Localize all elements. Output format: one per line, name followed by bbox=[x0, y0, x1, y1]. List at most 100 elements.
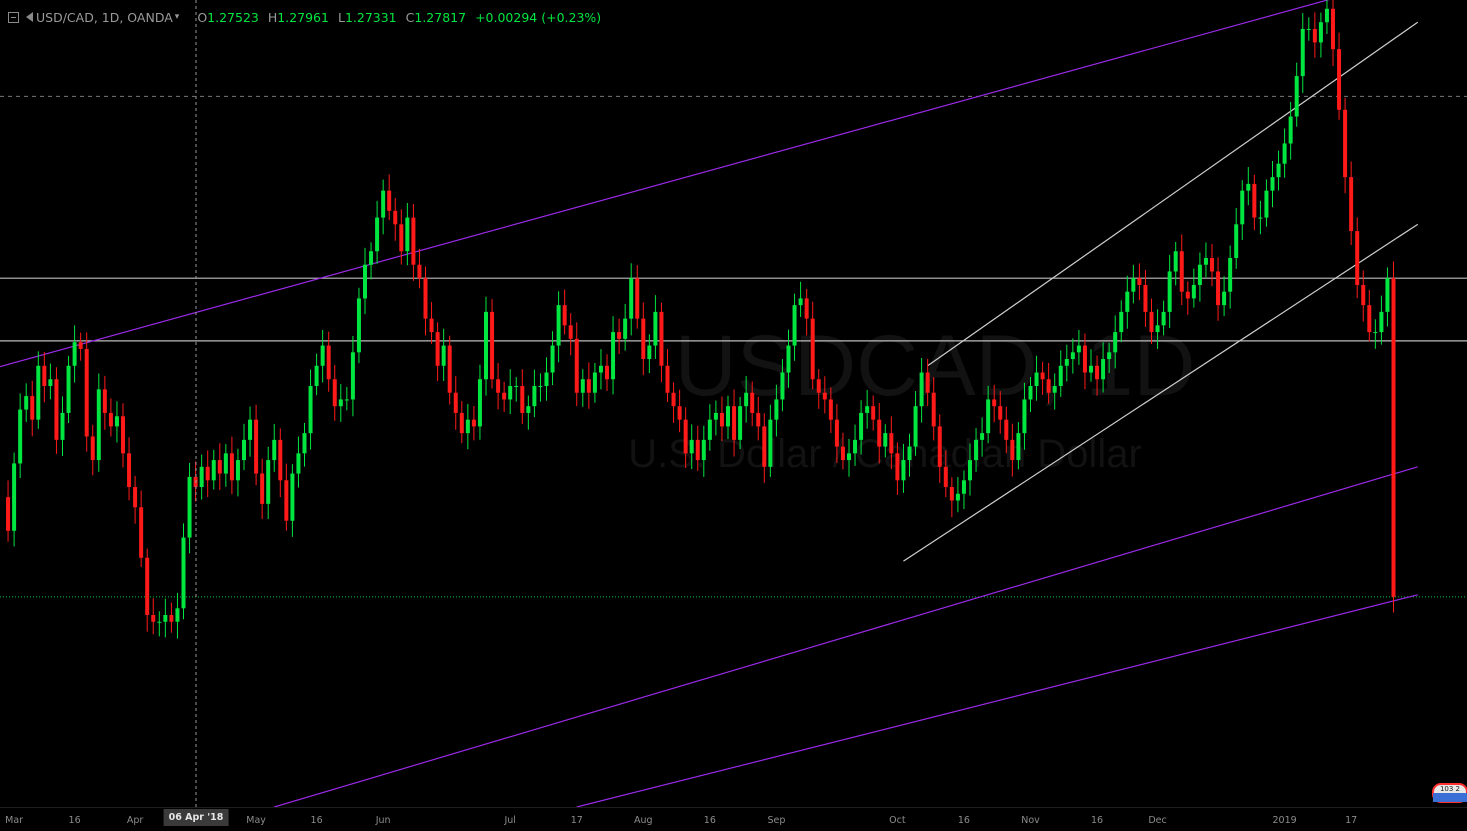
candle-body bbox=[738, 406, 743, 440]
candle-body bbox=[308, 385, 313, 434]
candle-body bbox=[1258, 217, 1263, 219]
candle-body bbox=[659, 311, 664, 366]
candle-body bbox=[163, 615, 168, 622]
candle-body bbox=[786, 345, 791, 373]
candle-body bbox=[592, 372, 597, 393]
candle-body bbox=[574, 338, 579, 393]
candle-body bbox=[1161, 311, 1166, 326]
low-value: 1.27331 bbox=[344, 9, 397, 25]
candle-body bbox=[1052, 385, 1057, 393]
candle-body bbox=[792, 305, 797, 346]
crosshair-date-label: 06 Apr '18 bbox=[163, 809, 229, 826]
candle-body bbox=[266, 460, 271, 504]
high-value: 1.27961 bbox=[277, 9, 329, 25]
candle-body bbox=[998, 406, 1003, 420]
candle-body bbox=[689, 439, 694, 454]
candle-body bbox=[211, 460, 216, 481]
candle-body bbox=[217, 460, 222, 474]
outer-bottom-channel-line bbox=[576, 594, 1418, 807]
candle-body bbox=[36, 365, 41, 420]
candle-body bbox=[1155, 325, 1160, 333]
candle-body bbox=[750, 392, 755, 413]
candle-body bbox=[1119, 311, 1124, 333]
candle-body bbox=[447, 345, 452, 393]
close-label: C bbox=[405, 9, 415, 25]
candle-body bbox=[175, 608, 180, 622]
close-value: 1.27817 bbox=[414, 9, 467, 25]
candle-body bbox=[465, 419, 470, 434]
candle-body bbox=[12, 463, 17, 531]
candle-body bbox=[284, 480, 289, 521]
candle-body bbox=[1385, 278, 1390, 312]
candle-body bbox=[1107, 352, 1112, 360]
candle-body bbox=[834, 419, 839, 447]
candle-body bbox=[992, 399, 997, 407]
time-axis-tick: 2019 bbox=[1272, 815, 1297, 826]
open-label: O bbox=[197, 9, 208, 25]
price-chart[interactable]: USDCAD, 1D U.S. Dollar / Canadian Dollar bbox=[0, 0, 1467, 807]
candle-body bbox=[453, 392, 458, 413]
candle-body bbox=[853, 439, 858, 454]
candle-body bbox=[133, 487, 138, 508]
candle-body bbox=[1113, 332, 1118, 353]
rising-channel-upper-line bbox=[927, 21, 1419, 367]
candle-body bbox=[411, 217, 416, 265]
candle-body bbox=[1022, 399, 1027, 434]
candle-body bbox=[1288, 116, 1293, 144]
candle-body bbox=[677, 406, 682, 420]
candle-body bbox=[1318, 22, 1323, 43]
candle-body bbox=[859, 412, 864, 440]
time-axis-tick: 17 bbox=[1345, 815, 1358, 826]
candle-body bbox=[871, 406, 876, 420]
time-axis-tick: May bbox=[246, 815, 266, 826]
candle-body bbox=[532, 385, 537, 407]
collapse-toggle-icon[interactable] bbox=[8, 11, 19, 23]
candle-body bbox=[1064, 359, 1069, 366]
candle-body bbox=[641, 318, 646, 360]
candle-body bbox=[1222, 291, 1227, 306]
candle-body bbox=[774, 399, 779, 420]
candle-body bbox=[1252, 183, 1257, 218]
candle-body bbox=[847, 453, 851, 461]
candle-body bbox=[169, 615, 174, 622]
candle-body bbox=[399, 224, 404, 252]
candle-body bbox=[114, 416, 119, 427]
candle-body bbox=[181, 537, 186, 609]
candle-body bbox=[556, 305, 561, 346]
candle-body bbox=[1101, 359, 1106, 380]
time-axis-tick: Jun bbox=[375, 815, 391, 826]
candle-body bbox=[1210, 257, 1214, 272]
candle-body bbox=[568, 325, 573, 339]
candle-body bbox=[145, 557, 150, 616]
candle-body bbox=[387, 190, 392, 211]
candle-body bbox=[1058, 365, 1063, 386]
candle-body bbox=[810, 318, 815, 380]
candle-body bbox=[1089, 365, 1093, 373]
candle-body bbox=[1010, 439, 1015, 461]
candle-body bbox=[1173, 251, 1178, 272]
candle-body bbox=[278, 439, 283, 481]
low-label: L bbox=[337, 9, 345, 25]
candle-body bbox=[375, 217, 380, 252]
candle-body bbox=[768, 419, 773, 467]
candle-body bbox=[441, 345, 446, 366]
candle-body bbox=[1004, 419, 1009, 440]
candle-body bbox=[943, 466, 948, 488]
candle-body bbox=[139, 507, 144, 558]
candle-body bbox=[804, 298, 809, 319]
scale-badge[interactable]: 103 2 bbox=[1427, 781, 1467, 805]
chevron-down-icon[interactable]: ▾ bbox=[174, 12, 180, 22]
time-axis-tick: 16 bbox=[1091, 815, 1104, 826]
candle-body bbox=[1373, 332, 1378, 334]
candle-body bbox=[302, 433, 307, 454]
time-axis-tick: 16 bbox=[703, 815, 716, 826]
candle-body bbox=[1391, 278, 1396, 597]
candle-body bbox=[72, 342, 77, 366]
candle-body bbox=[1306, 28, 1311, 30]
candle-body bbox=[84, 348, 89, 437]
candle-body bbox=[1264, 190, 1269, 218]
candle-body bbox=[683, 419, 688, 454]
time-axis[interactable]: Mar 16 Apr May 16 Jun Jul 17 Aug 16 Sep Oct 16 Nov 16 D… bbox=[0, 807, 1467, 831]
change-value: +0.00294 (+0.23%) bbox=[475, 9, 602, 25]
symbol-label[interactable]: USD/CAD, 1D, OANDA bbox=[36, 9, 173, 25]
